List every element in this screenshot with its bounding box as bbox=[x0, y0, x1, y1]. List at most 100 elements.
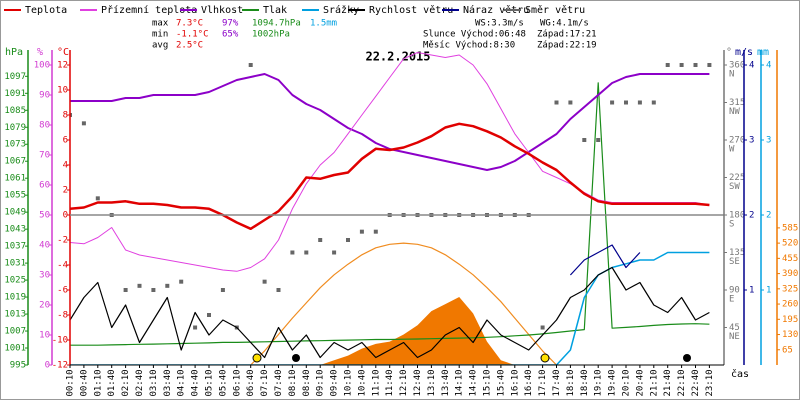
chart-title: 22.2.2015 bbox=[365, 50, 430, 64]
x-tick-label: 20:40 bbox=[635, 369, 645, 396]
tick-label: 1 bbox=[766, 286, 771, 296]
axis-unit: ° bbox=[726, 47, 732, 58]
tick-label: 270 bbox=[729, 136, 745, 146]
tick-label: -6 bbox=[57, 286, 68, 296]
x-tick-label: 05:40 bbox=[218, 369, 228, 396]
x-tick-label: 23:10 bbox=[705, 369, 715, 396]
tick-label: 30 bbox=[39, 271, 50, 281]
tick-direction: N bbox=[729, 70, 734, 80]
tick-direction: S bbox=[729, 220, 734, 230]
direction-point bbox=[651, 100, 656, 105]
axis-unit: mm bbox=[757, 47, 769, 58]
x-tick-label: 07:40 bbox=[274, 369, 284, 396]
info-text: WS:3.3m/s bbox=[475, 19, 524, 29]
tick-label: 45 bbox=[729, 323, 740, 333]
direction-point bbox=[207, 313, 211, 317]
tick-label: 1055 bbox=[4, 191, 26, 201]
tick-label: 1067 bbox=[4, 157, 26, 167]
stat-text: 65% bbox=[222, 30, 239, 40]
sunrise-icon bbox=[252, 353, 262, 363]
x-tick-label: 07:10 bbox=[260, 369, 270, 396]
direction-point bbox=[165, 283, 170, 288]
x-tick-label: 01:40 bbox=[107, 369, 117, 396]
x-tick-label: 13:10 bbox=[427, 369, 437, 396]
tick-label: 2 bbox=[749, 211, 754, 221]
tick-label: 3 bbox=[749, 136, 754, 146]
x-tick-label: 16:40 bbox=[524, 369, 534, 396]
tick-direction: SE bbox=[729, 257, 740, 267]
x-tick-label: 17:40 bbox=[552, 369, 562, 396]
tick-label: -10 bbox=[52, 336, 68, 346]
tick-label: 1031 bbox=[4, 259, 26, 269]
x-tick-label: 21:40 bbox=[663, 369, 673, 396]
direction-point bbox=[679, 63, 684, 67]
tick-label: 1007 bbox=[4, 327, 26, 337]
tick-label: 90 bbox=[729, 286, 740, 296]
tick-label: 20 bbox=[39, 301, 50, 311]
info-text: WG:4.1m/s bbox=[540, 19, 589, 29]
legend-label: Vlhkost bbox=[201, 5, 243, 16]
tick-label: 80 bbox=[39, 121, 50, 131]
x-tick-label: 01:10 bbox=[93, 369, 103, 396]
tick-direction: SW bbox=[729, 182, 740, 192]
direction-point bbox=[318, 238, 323, 242]
direction-point bbox=[179, 279, 184, 284]
stat-text: 1094.7hPa bbox=[252, 19, 301, 29]
tick-label: 1085 bbox=[4, 106, 26, 116]
x-tick-label: 03:10 bbox=[149, 369, 159, 396]
stat-text: -1.1°C bbox=[176, 30, 209, 40]
x-tick-label: 05:10 bbox=[205, 369, 215, 396]
x-tick-label: 02:10 bbox=[121, 369, 131, 396]
info-text: Západ:17:21 bbox=[537, 30, 597, 40]
tick-label: 12 bbox=[57, 61, 68, 71]
x-tick-label: 16:10 bbox=[510, 369, 520, 396]
tick-label: 3 bbox=[766, 136, 771, 146]
tick-label: 1091 bbox=[4, 89, 26, 99]
sunset-icon bbox=[540, 353, 550, 363]
tick-label: 1019 bbox=[4, 293, 26, 303]
x-tick-label: 12:10 bbox=[399, 369, 409, 396]
x-tick-label: 11:40 bbox=[385, 369, 395, 396]
x-tick-label: 09:10 bbox=[316, 369, 326, 396]
tick-label: 585 bbox=[782, 223, 798, 233]
legend-label: Směr větru bbox=[525, 4, 585, 16]
x-tick-label: 15:10 bbox=[483, 369, 493, 396]
tick-label: 135 bbox=[729, 248, 745, 258]
direction-point bbox=[540, 325, 545, 330]
tick-label: 180 bbox=[729, 211, 745, 221]
direction-point bbox=[95, 196, 100, 201]
tick-label: 10 bbox=[57, 86, 68, 96]
direction-point bbox=[610, 100, 615, 105]
direction-point bbox=[151, 288, 156, 292]
tick-label: 6 bbox=[63, 136, 68, 146]
direction-point bbox=[137, 283, 142, 288]
x-tick-label: 02:40 bbox=[135, 369, 145, 396]
tick-label: 1079 bbox=[4, 123, 26, 133]
x-axis-label: čas bbox=[731, 368, 749, 380]
moonset-icon bbox=[683, 354, 691, 362]
x-tick-label: 03:40 bbox=[163, 369, 173, 396]
legend-label: Srážky bbox=[323, 4, 359, 16]
tick-label: 1013 bbox=[4, 310, 26, 320]
legend-label: Přízemní teplota bbox=[101, 4, 197, 16]
direction-point bbox=[248, 63, 253, 67]
x-tick-label: 14:40 bbox=[469, 369, 479, 396]
direction-point bbox=[665, 63, 670, 67]
x-tick-label: 11:10 bbox=[371, 369, 381, 396]
tick-label: 315 bbox=[729, 98, 745, 108]
tick-label: 2 bbox=[766, 211, 771, 221]
direction-point bbox=[359, 229, 364, 234]
x-tick-label: 12:40 bbox=[413, 369, 423, 396]
direction-point bbox=[70, 113, 72, 117]
tick-label: 0 bbox=[45, 361, 50, 371]
tick-label: 90 bbox=[39, 91, 50, 101]
tick-label: 995 bbox=[10, 361, 26, 371]
series-line bbox=[70, 266, 710, 359]
series-line bbox=[70, 122, 710, 231]
stat-text: 1002hPa bbox=[252, 30, 290, 40]
x-tick-label: 22:40 bbox=[691, 369, 701, 396]
direction-point bbox=[554, 100, 559, 105]
legend-label: Rychlost větru bbox=[369, 4, 453, 16]
tick-direction: NE bbox=[729, 332, 740, 342]
